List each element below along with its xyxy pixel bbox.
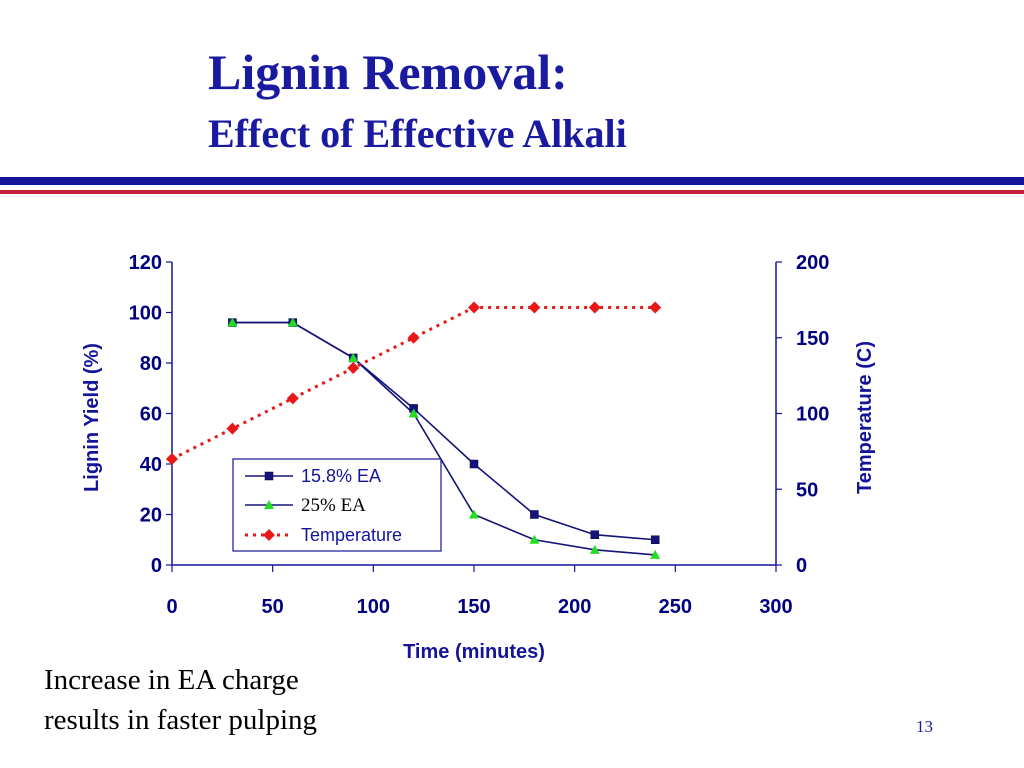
data-point-temperature [588, 301, 601, 314]
header-rule-blue [0, 177, 1024, 185]
legend-swatch-marker-25-ea [264, 500, 274, 509]
x-tick-label: 250 [659, 596, 692, 618]
y2-tick-label: 200 [796, 252, 829, 274]
legend-label-15-8-ea: 15.8% EA [301, 466, 381, 486]
data-point-temperature [407, 331, 420, 344]
y2-tick-label: 0 [796, 555, 807, 577]
data-point-15-8-ea [530, 510, 539, 519]
y-axis-title: Lignin Yield (%) [81, 343, 103, 492]
y2-tick-label: 100 [796, 404, 829, 426]
y-tick-label: 120 [129, 252, 162, 274]
data-point-25-ea [408, 408, 419, 418]
data-point-25-ea [287, 317, 298, 327]
x-tick-label: 100 [357, 596, 390, 618]
y-tick-label: 100 [129, 303, 162, 325]
x-tick-label: 150 [457, 596, 490, 618]
legend-label-temperature: Temperature [301, 525, 402, 545]
data-point-temperature [226, 422, 239, 435]
data-point-25-ea [348, 352, 359, 362]
y-tick-label: 20 [140, 505, 162, 527]
y-tick-label: 80 [140, 353, 162, 375]
x-axis-title: Time (minutes) [403, 641, 545, 663]
slide-number: 13 [916, 717, 933, 736]
slide-title: Lignin Removal: [208, 44, 568, 100]
series-line-25-ea [232, 321, 656, 556]
data-point-25-ea [529, 534, 540, 544]
y2-tick-label: 50 [796, 479, 818, 501]
data-point-temperature [649, 301, 662, 314]
data-point-15-8-ea [590, 530, 600, 539]
data-point-25-ea [650, 549, 661, 559]
data-point-temperature [347, 362, 360, 375]
x-tick-label: 0 [166, 596, 177, 618]
y-tick-label: 40 [140, 454, 162, 476]
caption-line-2: results in faster pulping [44, 704, 318, 736]
data-point-temperature [166, 452, 178, 465]
data-point-temperature [528, 301, 541, 314]
y-tick-label: 0 [151, 555, 162, 577]
y-tick-label: 60 [140, 404, 162, 426]
data-point-25-ea [227, 317, 238, 327]
y2-tick-label: 150 [796, 328, 829, 350]
caption-line-1: Increase in EA charge [44, 664, 299, 696]
slide-subtitle: Effect of Effective Alkali [208, 111, 627, 156]
x-tick-label: 50 [262, 596, 284, 618]
legend-swatch-marker-temperature [263, 529, 275, 541]
data-point-15-8-ea [650, 535, 660, 544]
header-rule-red [0, 190, 1024, 194]
data-point-25-ea [469, 509, 479, 519]
data-point-temperature [468, 301, 480, 314]
y2-axis-title: Temperature (C) [854, 341, 876, 494]
data-point-25-ea [589, 544, 600, 554]
series-line-temperature [171, 305, 656, 461]
legend-label-25-ea: 25% EA [301, 495, 366, 516]
data-point-temperature [286, 392, 299, 405]
x-tick-label: 300 [759, 596, 792, 618]
x-tick-label: 200 [558, 596, 591, 618]
legend-swatch-marker-15-8-ea [264, 471, 274, 481]
data-point-15-8-ea [469, 459, 479, 469]
